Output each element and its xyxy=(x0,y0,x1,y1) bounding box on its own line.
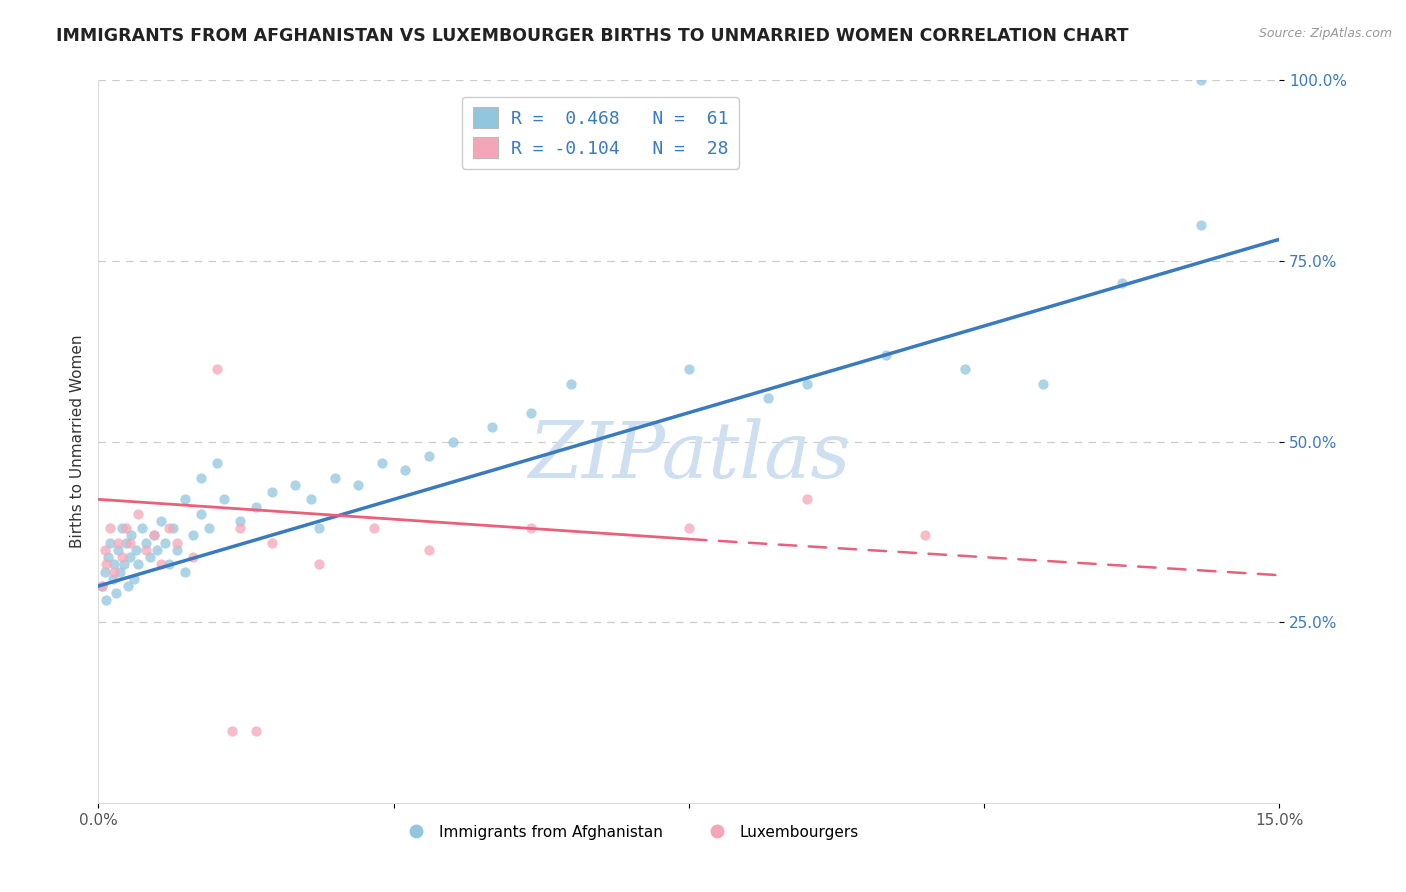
Point xyxy=(103,558,125,572)
Point xyxy=(181,528,204,542)
Point xyxy=(112,558,135,572)
Point xyxy=(284,478,307,492)
Point xyxy=(97,550,120,565)
Point xyxy=(260,535,283,549)
Point xyxy=(875,348,897,362)
Point xyxy=(181,550,204,565)
Point xyxy=(174,492,197,507)
Point xyxy=(953,362,976,376)
Point xyxy=(138,550,160,565)
Point xyxy=(142,528,165,542)
Point xyxy=(131,521,153,535)
Point xyxy=(520,406,543,420)
Point xyxy=(678,521,700,535)
Point xyxy=(150,558,173,572)
Legend: Immigrants from Afghanistan, Luxembourgers: Immigrants from Afghanistan, Luxembourge… xyxy=(395,819,865,846)
Point xyxy=(98,535,121,549)
Point xyxy=(115,521,138,535)
Point xyxy=(560,376,582,391)
Point xyxy=(1111,276,1133,290)
Point xyxy=(308,558,330,572)
Point xyxy=(371,456,394,470)
Point xyxy=(155,535,177,549)
Point xyxy=(121,528,143,542)
Point xyxy=(229,514,252,528)
Point xyxy=(103,565,125,579)
Point xyxy=(125,542,148,557)
Point xyxy=(1032,376,1054,391)
Point xyxy=(150,514,173,528)
Point xyxy=(93,542,115,557)
Point xyxy=(1189,73,1212,87)
Point xyxy=(135,535,157,549)
Point xyxy=(142,528,165,542)
Point xyxy=(174,565,197,579)
Point xyxy=(107,542,129,557)
Point xyxy=(146,542,169,557)
Point xyxy=(127,558,149,572)
Point xyxy=(166,535,188,549)
Point xyxy=(756,391,779,405)
Point xyxy=(245,500,267,514)
Point xyxy=(96,593,118,607)
Point xyxy=(394,463,416,477)
Point xyxy=(418,449,440,463)
Point xyxy=(197,521,219,535)
Point xyxy=(221,723,243,738)
Point xyxy=(214,492,236,507)
Point xyxy=(190,471,212,485)
Point xyxy=(520,521,543,535)
Point xyxy=(122,572,145,586)
Point xyxy=(157,521,180,535)
Point xyxy=(796,492,818,507)
Point xyxy=(93,565,115,579)
Point xyxy=(347,478,370,492)
Point xyxy=(308,521,330,535)
Point xyxy=(1189,218,1212,232)
Point xyxy=(98,521,121,535)
Point xyxy=(796,376,818,391)
Point xyxy=(91,579,114,593)
Point xyxy=(111,550,134,565)
Point xyxy=(363,521,385,535)
Point xyxy=(245,723,267,738)
Point xyxy=(118,535,141,549)
Point xyxy=(229,521,252,535)
Point xyxy=(111,521,134,535)
Point xyxy=(260,485,283,500)
Point xyxy=(104,586,127,600)
Point xyxy=(678,362,700,376)
Y-axis label: Births to Unmarried Women: Births to Unmarried Women xyxy=(69,334,84,549)
Point xyxy=(190,507,212,521)
Point xyxy=(101,572,124,586)
Point xyxy=(205,456,228,470)
Point xyxy=(162,521,184,535)
Text: IMMIGRANTS FROM AFGHANISTAN VS LUXEMBOURGER BIRTHS TO UNMARRIED WOMEN CORRELATIO: IMMIGRANTS FROM AFGHANISTAN VS LUXEMBOUR… xyxy=(56,27,1129,45)
Point xyxy=(418,542,440,557)
Point xyxy=(107,535,129,549)
Point xyxy=(157,558,180,572)
Point xyxy=(115,535,138,549)
Point xyxy=(91,579,114,593)
Text: ZIPatlas: ZIPatlas xyxy=(527,417,851,494)
Point xyxy=(117,579,139,593)
Point xyxy=(96,558,118,572)
Point xyxy=(205,362,228,376)
Point xyxy=(127,507,149,521)
Point xyxy=(110,565,132,579)
Point xyxy=(135,542,157,557)
Point xyxy=(914,528,936,542)
Point xyxy=(323,471,346,485)
Point xyxy=(441,434,464,449)
Point xyxy=(118,550,141,565)
Point xyxy=(481,420,503,434)
Point xyxy=(166,542,188,557)
Text: Source: ZipAtlas.com: Source: ZipAtlas.com xyxy=(1258,27,1392,40)
Point xyxy=(299,492,322,507)
